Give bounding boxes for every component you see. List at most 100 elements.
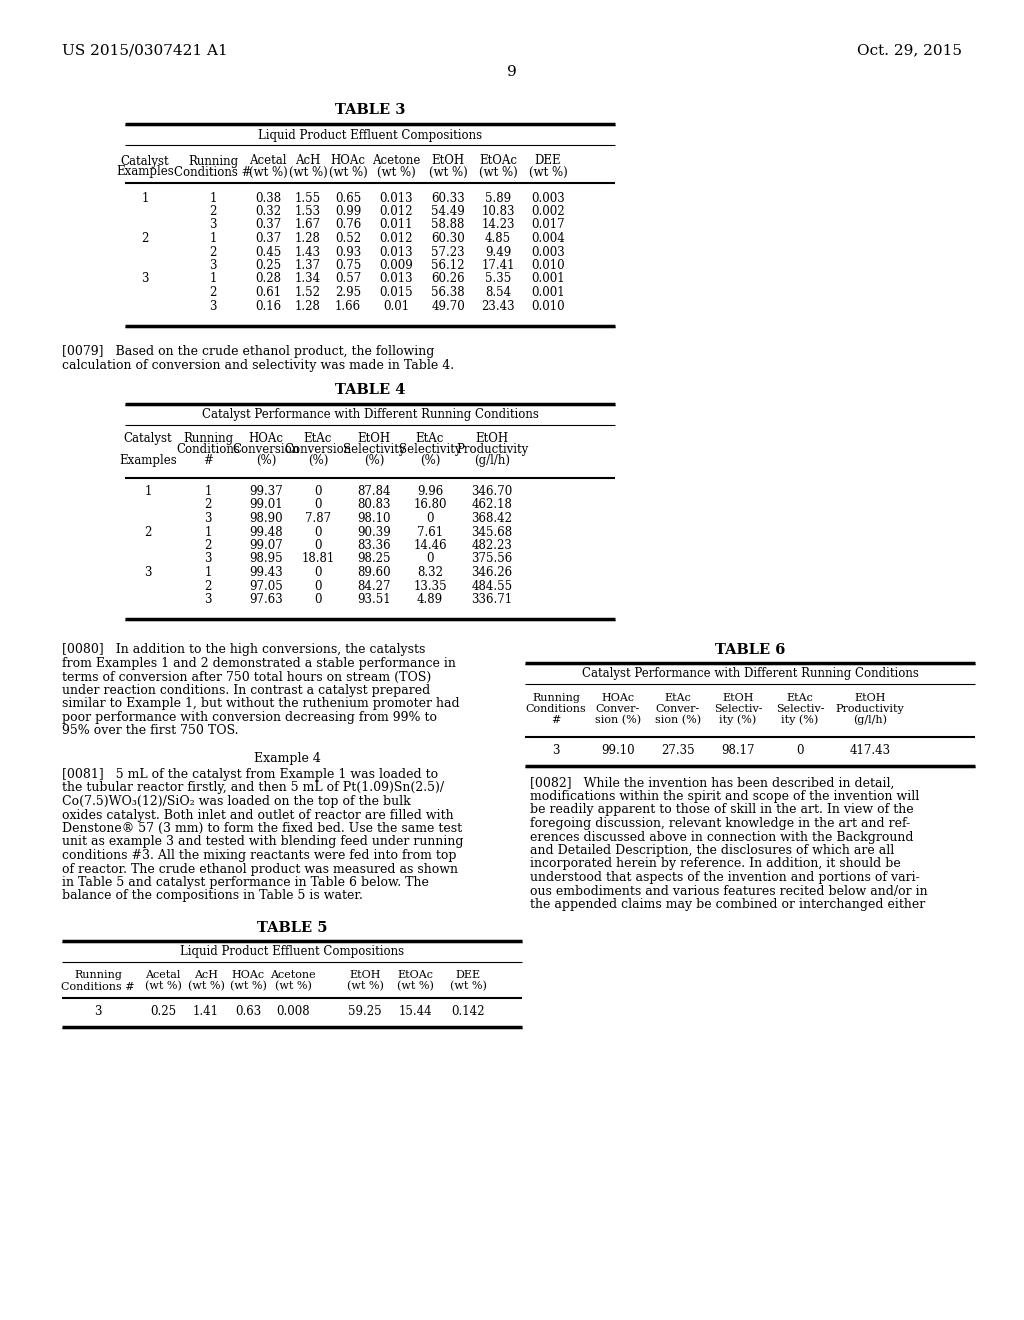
Text: 84.27: 84.27 — [357, 579, 391, 593]
Text: 95% over the first 750 TOS.: 95% over the first 750 TOS. — [62, 725, 239, 738]
Text: Examples: Examples — [116, 165, 174, 178]
Text: 99.48: 99.48 — [249, 525, 283, 539]
Text: 0: 0 — [314, 484, 322, 498]
Text: Denstone® 57 (3 mm) to form the fixed bed. Use the same test: Denstone® 57 (3 mm) to form the fixed be… — [62, 822, 462, 836]
Text: Selectiv-: Selectiv- — [714, 704, 762, 714]
Text: DEE: DEE — [535, 154, 561, 168]
Text: 1.37: 1.37 — [295, 259, 322, 272]
Text: in Table 5 and catalyst performance in Table 6 below. The: in Table 5 and catalyst performance in T… — [62, 876, 429, 888]
Text: 0.25: 0.25 — [150, 1005, 176, 1018]
Text: 0.013: 0.013 — [379, 246, 413, 259]
Text: 0.45: 0.45 — [255, 246, 282, 259]
Text: 98.25: 98.25 — [357, 553, 391, 565]
Text: 3: 3 — [204, 593, 212, 606]
Text: 3: 3 — [204, 553, 212, 565]
Text: 0: 0 — [314, 539, 322, 552]
Text: 99.43: 99.43 — [249, 566, 283, 579]
Text: 0.012: 0.012 — [379, 205, 413, 218]
Text: [0079]   Based on the crude ethanol product, the following: [0079] Based on the crude ethanol produc… — [62, 345, 434, 358]
Text: 2: 2 — [209, 246, 217, 259]
Text: 60.26: 60.26 — [431, 272, 465, 285]
Text: ity (%): ity (%) — [720, 714, 757, 725]
Text: sion (%): sion (%) — [595, 715, 641, 725]
Text: (wt %): (wt %) — [528, 165, 567, 178]
Text: 2: 2 — [205, 539, 212, 552]
Text: (wt %): (wt %) — [478, 165, 517, 178]
Text: Catalyst Performance with Different Running Conditions: Catalyst Performance with Different Runn… — [582, 668, 919, 681]
Text: 1: 1 — [141, 191, 148, 205]
Text: conditions #3. All the mixing reactants were fed into from top: conditions #3. All the mixing reactants … — [62, 849, 457, 862]
Text: Oct. 29, 2015: Oct. 29, 2015 — [857, 44, 962, 57]
Text: and Detailed Description, the disclosures of which are all: and Detailed Description, the disclosure… — [530, 843, 894, 857]
Text: 0.004: 0.004 — [531, 232, 565, 246]
Text: 98.17: 98.17 — [721, 744, 755, 758]
Text: Co(7.5)WO₃(12)/SiO₂ was loaded on the top of the bulk: Co(7.5)WO₃(12)/SiO₂ was loaded on the to… — [62, 795, 411, 808]
Text: 99.10: 99.10 — [601, 744, 635, 758]
Text: 90.39: 90.39 — [357, 525, 391, 539]
Text: 0.015: 0.015 — [379, 286, 413, 300]
Text: oxides catalyst. Both inlet and outlet of reactor are filled with: oxides catalyst. Both inlet and outlet o… — [62, 808, 454, 821]
Text: US 2015/0307421 A1: US 2015/0307421 A1 — [62, 44, 227, 57]
Text: 54.49: 54.49 — [431, 205, 465, 218]
Text: TABLE 4: TABLE 4 — [335, 383, 406, 396]
Text: 0.013: 0.013 — [379, 272, 413, 285]
Text: Acetone: Acetone — [270, 970, 315, 981]
Text: 3: 3 — [94, 1005, 101, 1018]
Text: 0.16: 0.16 — [255, 300, 281, 313]
Text: TABLE 3: TABLE 3 — [335, 103, 406, 117]
Text: 1: 1 — [144, 484, 152, 498]
Text: (g/l/h): (g/l/h) — [853, 714, 887, 725]
Text: 56.12: 56.12 — [431, 259, 465, 272]
Text: 0.001: 0.001 — [531, 272, 565, 285]
Text: 58.88: 58.88 — [431, 219, 465, 231]
Text: 93.51: 93.51 — [357, 593, 391, 606]
Text: 0.01: 0.01 — [383, 300, 409, 313]
Text: HOAc: HOAc — [331, 154, 366, 168]
Text: (wt %): (wt %) — [346, 981, 383, 991]
Text: 0.99: 0.99 — [335, 205, 361, 218]
Text: 1.52: 1.52 — [295, 286, 321, 300]
Text: EtAc: EtAc — [665, 693, 691, 704]
Text: 0.011: 0.011 — [379, 219, 413, 231]
Text: 56.38: 56.38 — [431, 286, 465, 300]
Text: 10.83: 10.83 — [481, 205, 515, 218]
Text: 99.01: 99.01 — [249, 499, 283, 511]
Text: 60.30: 60.30 — [431, 232, 465, 246]
Text: EtOH: EtOH — [475, 432, 509, 445]
Text: TABLE 5: TABLE 5 — [257, 920, 328, 935]
Text: EtAc: EtAc — [786, 693, 813, 704]
Text: (wt %): (wt %) — [229, 981, 266, 991]
Text: 1.28: 1.28 — [295, 300, 321, 313]
Text: 375.56: 375.56 — [471, 553, 513, 565]
Text: Liquid Product Effluent Compositions: Liquid Product Effluent Compositions — [258, 128, 482, 141]
Text: 3: 3 — [209, 259, 217, 272]
Text: sion (%): sion (%) — [655, 715, 701, 725]
Text: EtOH: EtOH — [357, 432, 390, 445]
Text: 15.44: 15.44 — [398, 1005, 432, 1018]
Text: 16.80: 16.80 — [414, 499, 446, 511]
Text: Selectivity: Selectivity — [398, 444, 461, 455]
Text: 462.18: 462.18 — [472, 499, 512, 511]
Text: AcH: AcH — [194, 970, 218, 981]
Text: understood that aspects of the invention and portions of vari-: understood that aspects of the invention… — [530, 871, 920, 884]
Text: 1: 1 — [205, 525, 212, 539]
Text: 4.89: 4.89 — [417, 593, 443, 606]
Text: EtOH: EtOH — [431, 154, 465, 168]
Text: 9: 9 — [507, 65, 517, 79]
Text: (%): (%) — [256, 454, 276, 467]
Text: 3: 3 — [209, 300, 217, 313]
Text: (%): (%) — [420, 454, 440, 467]
Text: 0.25: 0.25 — [255, 259, 281, 272]
Text: Running: Running — [183, 432, 233, 445]
Text: calculation of conversion and selectivity was made in Table 4.: calculation of conversion and selectivit… — [62, 359, 454, 372]
Text: 482.23: 482.23 — [472, 539, 512, 552]
Text: 0: 0 — [426, 512, 434, 525]
Text: 97.63: 97.63 — [249, 593, 283, 606]
Text: 368.42: 368.42 — [471, 512, 512, 525]
Text: 1: 1 — [209, 232, 217, 246]
Text: 0.28: 0.28 — [255, 272, 281, 285]
Text: 9.96: 9.96 — [417, 484, 443, 498]
Text: 59.25: 59.25 — [348, 1005, 382, 1018]
Text: Conversion: Conversion — [285, 444, 351, 455]
Text: 98.95: 98.95 — [249, 553, 283, 565]
